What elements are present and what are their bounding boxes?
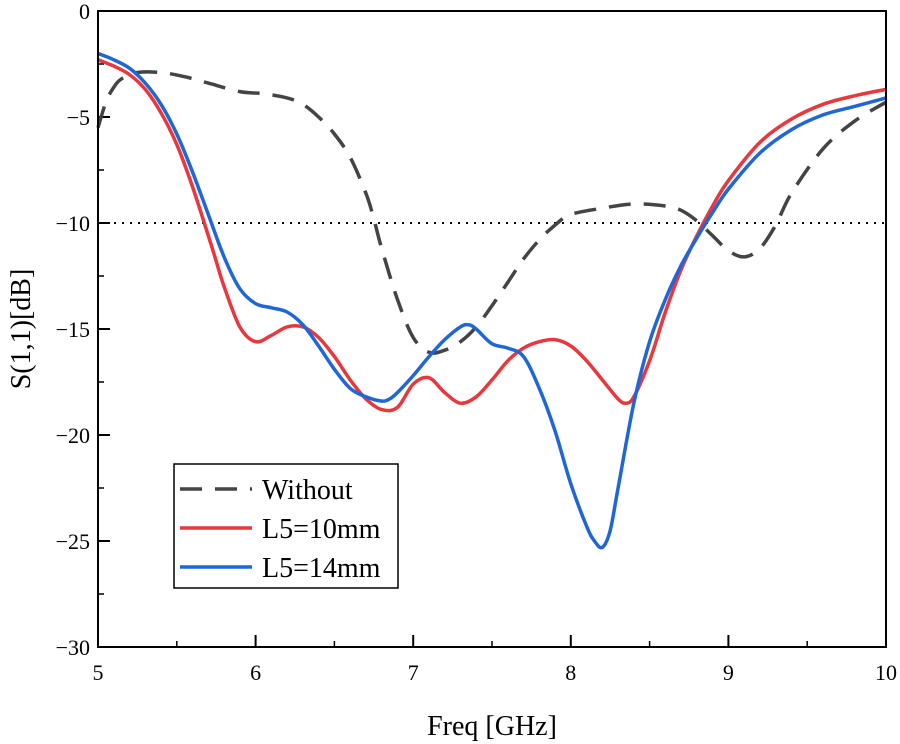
tick-labels: 5 6 7 8 9 10 0 −5 −10 −15 −20 −25 −30 [56,0,897,685]
y-tick-label: 0 [79,0,90,24]
x-tick-label: 6 [250,660,261,685]
y-tick-label: −30 [56,635,90,660]
y-axis-title: S(1,1)[dB] [6,269,37,390]
x-axis-title: Freq [GHz] [427,711,557,742]
legend-label-without: Without [262,475,353,506]
y-tick-label: −5 [67,105,90,130]
y-tick-label: −20 [56,423,90,448]
x-tick-label: 5 [93,660,104,685]
x-tick-label: 7 [408,660,419,685]
y-tick-label: −10 [56,211,90,236]
x-tick-label: 9 [723,660,734,685]
y-tick-label: −15 [56,317,90,342]
legend: Without L5=10mm L5=14mm [173,463,399,589]
plot-frame [97,10,887,648]
legend-label-l5-10mm: L5=10mm [262,514,381,545]
series-line-without [96,70,887,355]
legend-label-l5-14mm: L5=14mm [262,553,381,584]
y-tick-label: −25 [56,529,90,554]
x-tick-label: 10 [875,660,897,685]
series-layer [96,51,887,550]
series-line-l5-14mm [97,51,887,550]
x-tick-label: 8 [565,660,576,685]
